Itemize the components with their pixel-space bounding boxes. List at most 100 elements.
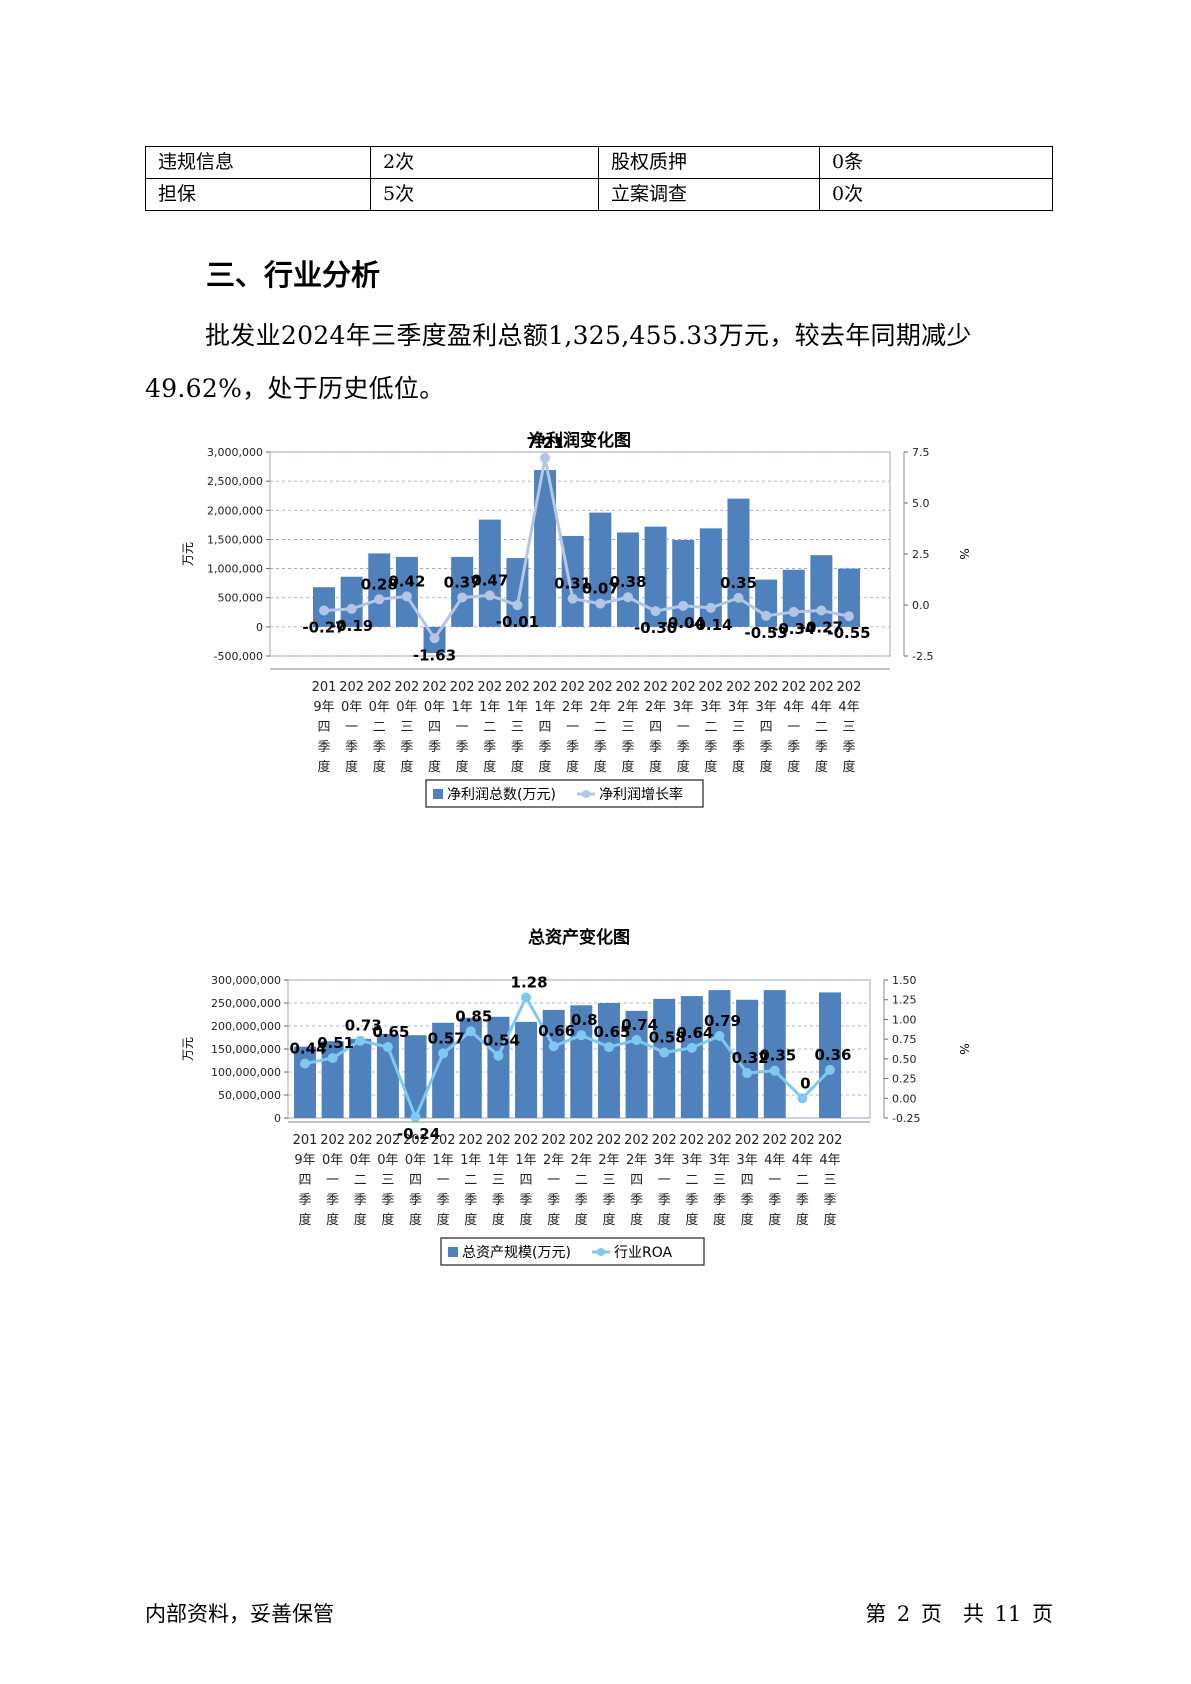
x-tick-label-line: 度 bbox=[621, 759, 634, 775]
x-tick-label-line: 三 bbox=[732, 720, 745, 735]
x-tick-label-line: 202 bbox=[754, 680, 779, 695]
y2-tick-label: 7.5 bbox=[912, 446, 930, 459]
x-tick-label-line: 四 bbox=[409, 1173, 422, 1188]
y-tick-label: 300,000,000 bbox=[211, 974, 281, 987]
x-tick-label-line: 一 bbox=[326, 1173, 339, 1188]
x-tick-label-line: 季 bbox=[345, 740, 358, 755]
x-tick-label-line: 季 bbox=[354, 1193, 367, 1208]
x-tick-label-line: 4年 bbox=[811, 700, 832, 715]
x-tick-label-line: 度 bbox=[566, 759, 579, 775]
x-tick-label-line: 四 bbox=[649, 720, 662, 735]
data-point bbox=[742, 1068, 753, 1079]
x-tick-label: 202 3年三季度 bbox=[726, 680, 751, 775]
x-tick-label-line: 度 bbox=[732, 759, 745, 775]
x-tick-label: 202 1年三季度 bbox=[505, 680, 530, 775]
x-tick-label-line: 2年 bbox=[543, 1153, 564, 1168]
data-label: 0.44 bbox=[289, 1040, 326, 1058]
data-label: -0.27 bbox=[302, 619, 345, 637]
x-tick-label-line: 度 bbox=[594, 759, 607, 775]
data-label: 0.07 bbox=[582, 580, 619, 598]
y-tick-label: 500,000 bbox=[218, 592, 264, 605]
x-tick-label-line: 季 bbox=[409, 1193, 422, 1208]
y-tick-label: 250,000,000 bbox=[211, 997, 281, 1010]
x-tick-label: 202 0年四季度 bbox=[403, 1133, 428, 1228]
y-tick-label: 2,000,000 bbox=[207, 504, 263, 517]
data-label: 0.65 bbox=[593, 1023, 630, 1041]
data-point bbox=[678, 600, 689, 611]
x-tick-label-line: 202 bbox=[671, 680, 696, 695]
y2-tick-label: 0.0 bbox=[912, 599, 930, 612]
data-point bbox=[401, 591, 412, 602]
legend-box bbox=[425, 779, 704, 808]
x-tick-label-line: 0年 bbox=[424, 700, 445, 715]
x-tick-label-line: 202 bbox=[422, 680, 447, 695]
data-label: 0.28 bbox=[361, 575, 398, 593]
x-tick-label-line: 度 bbox=[409, 1212, 422, 1228]
x-tick-label-line: 二 bbox=[796, 1173, 809, 1188]
x-tick-label: 202 0年一季度 bbox=[320, 1133, 345, 1228]
x-tick-label-line: 度 bbox=[483, 759, 496, 775]
x-tick-label-line: 3年 bbox=[755, 700, 776, 715]
footer-confidential: 内部资料，妥善保管 bbox=[145, 1602, 334, 1626]
x-tick-label-line: 4年 bbox=[838, 700, 859, 715]
data-point bbox=[733, 592, 744, 603]
x-tick-label-line: 季 bbox=[298, 1193, 311, 1208]
data-label: 0.66 bbox=[538, 1022, 575, 1040]
x-tick-label-line: 季 bbox=[381, 1193, 394, 1208]
x-tick-label-line: 度 bbox=[760, 759, 773, 775]
x-tick-label-line: 度 bbox=[428, 759, 441, 775]
x-tick-label: 202 2年一季度 bbox=[541, 1133, 566, 1228]
x-tick-label-line: 季 bbox=[483, 740, 496, 755]
y2-tick-label: 1.25 bbox=[892, 994, 917, 1007]
y-tick-label: 150,000,000 bbox=[211, 1043, 281, 1056]
x-tick-label-line: 202 bbox=[837, 680, 862, 695]
x-tick-label-line: 202 bbox=[707, 1133, 732, 1148]
x-tick-label-line: 度 bbox=[511, 759, 524, 775]
x-tick-label-line: 1年 bbox=[433, 1153, 454, 1168]
data-label: 0.65 bbox=[372, 1023, 409, 1041]
data-label: 0.42 bbox=[388, 572, 425, 590]
data-label: -0.01 bbox=[496, 613, 539, 631]
x-tick-label: 202 1年三季度 bbox=[486, 1133, 511, 1228]
legend-swatch-bar bbox=[433, 789, 443, 799]
y2-tick-label: 2.5 bbox=[912, 548, 930, 561]
table-cell: 5次 bbox=[370, 178, 599, 211]
x-tick-label-line: 202 bbox=[431, 1133, 456, 1148]
x-tick-label-line: 季 bbox=[566, 740, 579, 755]
chart-svg: 总资产变化图 300,000,000 250,000,000 200,000,000 1… bbox=[181, 927, 971, 1266]
bar bbox=[625, 1010, 648, 1118]
data-label: 0.54 bbox=[483, 1032, 520, 1050]
x-tick-label-line: 二 bbox=[354, 1173, 367, 1188]
data-label: 0.35 bbox=[720, 574, 757, 592]
x-tick-label-line: 0年 bbox=[396, 700, 417, 715]
x-tick-label-line: 0年 bbox=[322, 1153, 343, 1168]
data-point bbox=[429, 633, 440, 644]
x-tick-label-line: 202 bbox=[588, 680, 613, 695]
data-label: 0.35 bbox=[759, 1047, 796, 1065]
x-tick-label: 202 0年一季度 bbox=[339, 680, 364, 775]
x-tick-label-line: 三 bbox=[400, 720, 413, 735]
x-tick-label-line: 2年 bbox=[590, 700, 611, 715]
bar bbox=[653, 998, 676, 1118]
legend-label: 净利润总数(万元) bbox=[447, 787, 556, 803]
bar bbox=[736, 999, 759, 1118]
x-tick-label-line: 季 bbox=[400, 740, 413, 755]
y2-tick-label: -0.25 bbox=[892, 1112, 920, 1125]
x-tick-label-line: 202 bbox=[679, 1133, 704, 1148]
data-point bbox=[355, 1035, 366, 1046]
data-point bbox=[825, 1064, 835, 1075]
x-tick-label-line: 4年 bbox=[783, 700, 804, 715]
x-tick-label-line: 季 bbox=[649, 740, 662, 755]
data-label: 0.8 bbox=[571, 1011, 598, 1029]
x-tick-label: 202 4年三季度 bbox=[837, 680, 862, 775]
x-tick-label-line: 季 bbox=[373, 740, 386, 755]
data-point bbox=[761, 610, 772, 621]
bar bbox=[763, 990, 786, 1118]
x-tick-label-line: 三 bbox=[842, 720, 855, 735]
x-tick-label-line: 度 bbox=[842, 759, 855, 775]
bar bbox=[459, 1017, 482, 1118]
x-tick-label-line: 度 bbox=[787, 759, 800, 775]
table-cell: 0条 bbox=[819, 146, 1053, 179]
legend-swatch-dot bbox=[582, 790, 590, 798]
data-point bbox=[769, 1065, 780, 1076]
